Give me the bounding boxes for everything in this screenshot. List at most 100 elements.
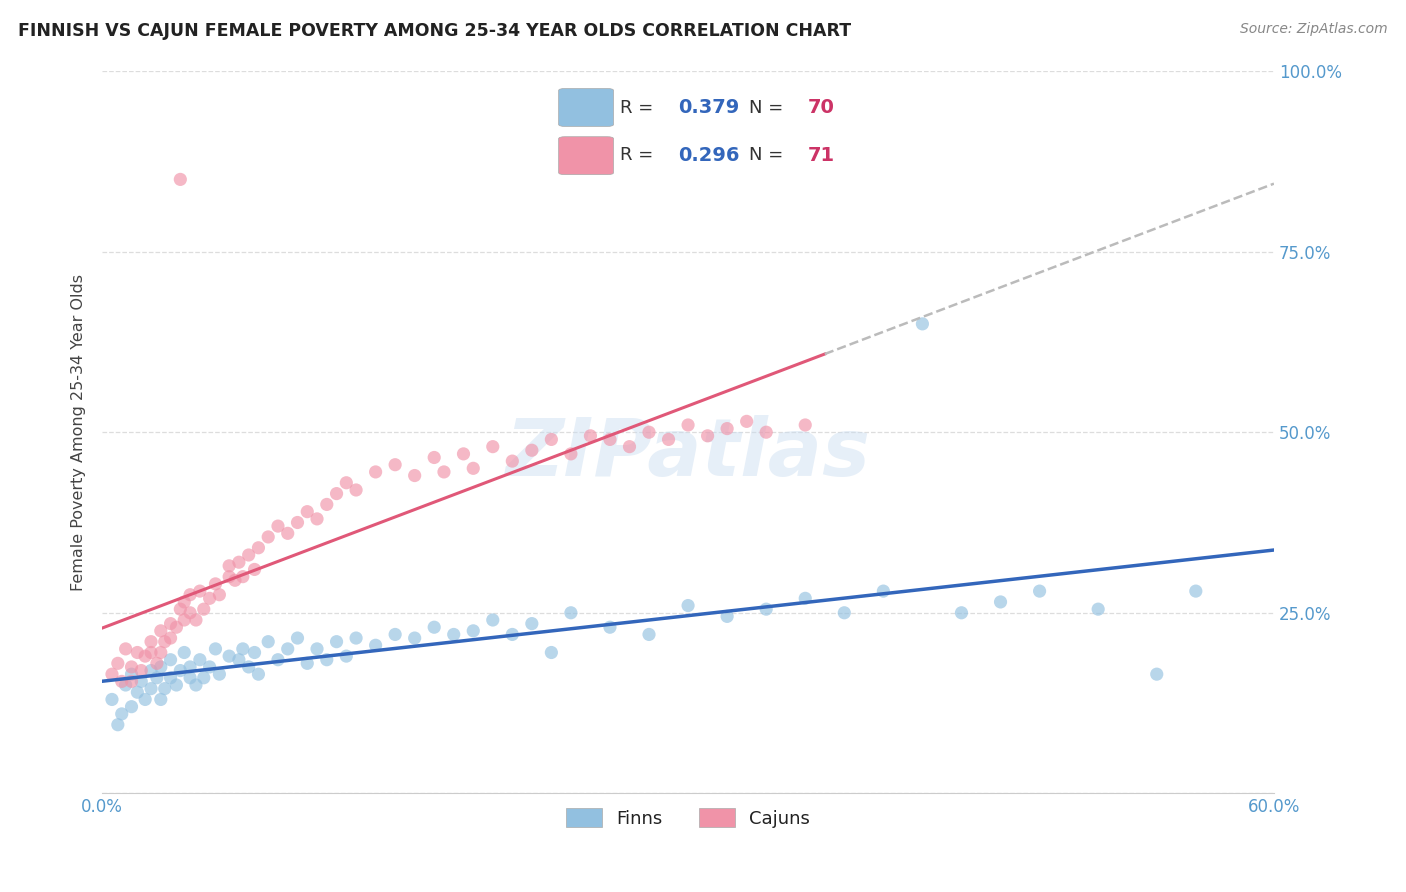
Point xyxy=(198,660,221,674)
Point xyxy=(247,541,270,555)
Point xyxy=(165,620,187,634)
Point xyxy=(198,591,221,606)
Point xyxy=(305,641,328,656)
Point xyxy=(232,569,254,583)
Point xyxy=(146,671,169,685)
Text: 0.296: 0.296 xyxy=(678,145,740,165)
Point xyxy=(560,447,582,461)
Point xyxy=(169,172,191,186)
Text: 71: 71 xyxy=(807,145,835,165)
Point xyxy=(101,667,124,681)
Point xyxy=(165,678,187,692)
Point xyxy=(169,664,191,678)
Point xyxy=(716,609,738,624)
Point xyxy=(463,461,485,475)
Point xyxy=(1028,584,1050,599)
Point xyxy=(184,613,207,627)
Point xyxy=(443,627,465,641)
Point xyxy=(228,653,250,667)
Text: N =: N = xyxy=(749,146,789,164)
Point xyxy=(540,433,562,447)
Point xyxy=(520,616,543,631)
Point xyxy=(297,505,319,519)
Point xyxy=(638,627,661,641)
Point xyxy=(501,627,523,641)
Point xyxy=(1146,667,1168,681)
Point xyxy=(179,606,201,620)
Point xyxy=(287,516,309,530)
Point xyxy=(218,649,240,664)
Point xyxy=(364,465,387,479)
Point xyxy=(159,671,181,685)
Point xyxy=(305,512,328,526)
Point xyxy=(107,657,129,671)
Point xyxy=(267,519,290,533)
Point xyxy=(188,653,211,667)
Point xyxy=(129,674,152,689)
Text: 70: 70 xyxy=(807,98,835,118)
Point xyxy=(344,631,367,645)
Point xyxy=(188,584,211,599)
Point xyxy=(139,681,162,696)
Point xyxy=(247,667,270,681)
Point xyxy=(208,588,231,602)
Point xyxy=(107,717,129,731)
Point xyxy=(520,443,543,458)
Text: ZIPatlas: ZIPatlas xyxy=(506,415,870,493)
Point xyxy=(159,653,181,667)
Point xyxy=(325,634,347,648)
Point xyxy=(638,425,661,440)
Point xyxy=(149,624,172,638)
Point xyxy=(238,548,260,562)
Point xyxy=(232,641,254,656)
Point xyxy=(657,433,679,447)
Point xyxy=(911,317,934,331)
Point xyxy=(129,664,152,678)
Point xyxy=(267,653,290,667)
Legend: Finns, Cajuns: Finns, Cajuns xyxy=(558,801,817,835)
Y-axis label: Female Poverty Among 25-34 Year Olds: Female Poverty Among 25-34 Year Olds xyxy=(72,274,86,591)
Point xyxy=(990,595,1012,609)
Point xyxy=(134,649,156,664)
Point xyxy=(159,631,181,645)
FancyBboxPatch shape xyxy=(558,88,613,127)
Point xyxy=(540,646,562,660)
Point xyxy=(127,685,149,699)
Point xyxy=(173,595,195,609)
Point xyxy=(149,646,172,660)
Point xyxy=(277,526,299,541)
Text: R =: R = xyxy=(620,99,659,117)
Point xyxy=(114,641,136,656)
Point xyxy=(169,602,191,616)
Point xyxy=(208,667,231,681)
Point xyxy=(599,433,621,447)
Point xyxy=(101,692,124,706)
Point xyxy=(238,660,260,674)
Point xyxy=(173,613,195,627)
Point xyxy=(139,664,162,678)
Point xyxy=(423,620,446,634)
Point xyxy=(463,624,485,638)
Point xyxy=(139,634,162,648)
Point xyxy=(287,631,309,645)
Point xyxy=(218,558,240,573)
Point xyxy=(127,646,149,660)
Point xyxy=(832,606,855,620)
Point xyxy=(676,599,699,613)
Point xyxy=(433,465,456,479)
Point xyxy=(384,627,406,641)
Point xyxy=(344,483,367,497)
Point xyxy=(257,634,280,648)
Point xyxy=(111,706,134,721)
Point xyxy=(335,475,357,490)
Point xyxy=(872,584,894,599)
Point xyxy=(501,454,523,468)
Point xyxy=(794,417,817,432)
Point xyxy=(735,414,758,428)
Point xyxy=(1185,584,1208,599)
Point xyxy=(111,674,134,689)
Point xyxy=(384,458,406,472)
Point xyxy=(579,429,602,443)
Point xyxy=(676,417,699,432)
Point xyxy=(139,646,162,660)
